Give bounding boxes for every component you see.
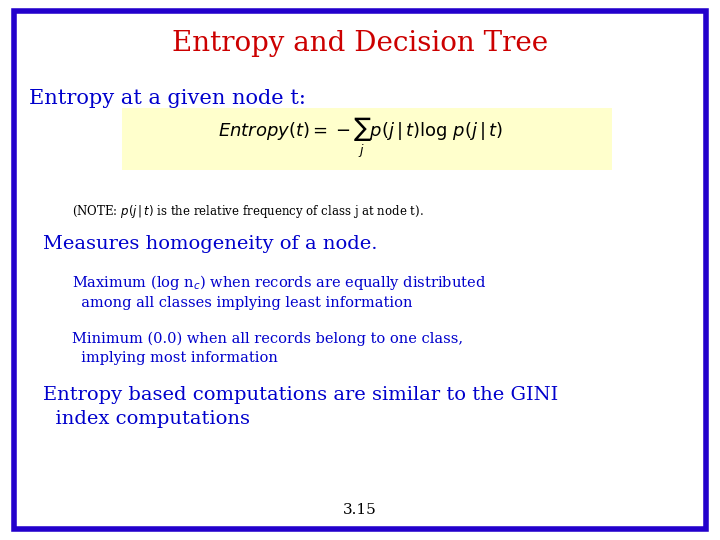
Text: Entropy based computations are similar to the GINI
  index computations: Entropy based computations are similar t…	[43, 386, 559, 428]
Text: Maximum (log n$_c$) when records are equally distributed
  among all classes imp: Maximum (log n$_c$) when records are equ…	[72, 273, 486, 310]
FancyBboxPatch shape	[14, 11, 706, 529]
Text: $\mathit{Entropy}(t) = -\sum_j p(j\,|\,t)\log\, p(j\,|\,t)$: $\mathit{Entropy}(t) = -\sum_j p(j\,|\,t…	[217, 116, 503, 160]
FancyBboxPatch shape	[122, 108, 612, 170]
Text: Entropy and Decision Tree: Entropy and Decision Tree	[172, 30, 548, 57]
Text: 3.15: 3.15	[343, 503, 377, 517]
Text: Entropy at a given node t:: Entropy at a given node t:	[29, 89, 306, 108]
Text: Minimum (0.0) when all records belong to one class,
  implying most information: Minimum (0.0) when all records belong to…	[72, 332, 463, 365]
Text: (NOTE: $p(j\,|\,t)$ is the relative frequency of class j at node t).: (NOTE: $p(j\,|\,t)$ is the relative freq…	[72, 202, 423, 219]
Text: Measures homogeneity of a node.: Measures homogeneity of a node.	[43, 235, 378, 253]
